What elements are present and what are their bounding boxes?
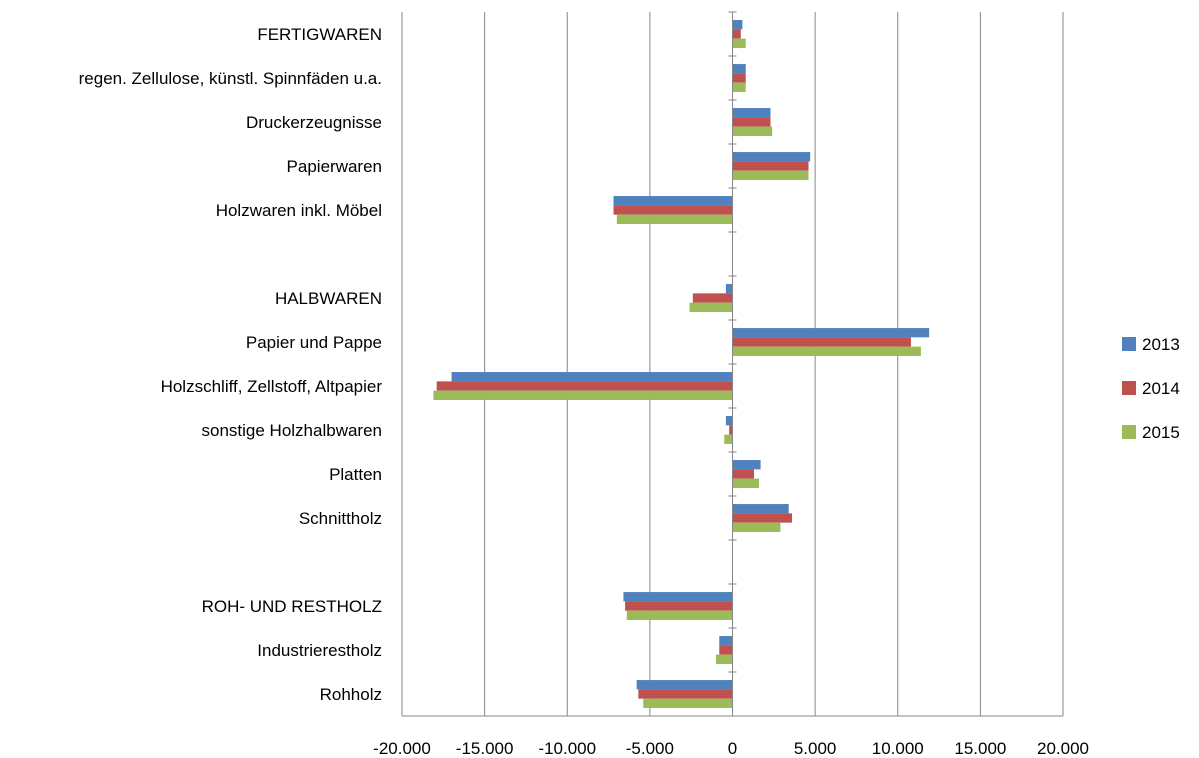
bar-2014	[732, 73, 746, 83]
category-label: Papier und Pappe	[246, 333, 382, 352]
x-tick-label: 0	[728, 739, 737, 758]
x-tick-label: 20.000	[1037, 739, 1089, 758]
bar-2015	[732, 82, 746, 92]
bar-2013	[725, 416, 733, 426]
bar-2013	[623, 592, 733, 602]
x-tick-label: -5.000	[626, 739, 674, 758]
bar-2014	[638, 689, 733, 699]
x-tick-label: 10.000	[872, 739, 924, 758]
bar-2014	[692, 293, 733, 303]
bar-2013	[732, 460, 761, 470]
x-tick-label: -15.000	[456, 739, 514, 758]
bar-2015	[732, 38, 746, 48]
category-label: ROH- UND RESTHOLZ	[202, 597, 382, 616]
bar-2014	[732, 513, 792, 523]
bar-2015	[643, 698, 733, 708]
bar-2013	[732, 328, 930, 338]
bar-2014	[436, 381, 733, 391]
bar-2013	[613, 196, 733, 206]
bar-2015	[732, 346, 921, 356]
bar-2013	[636, 680, 733, 690]
bar-2015	[732, 170, 809, 180]
category-label: Papierwaren	[287, 157, 382, 176]
bar-2013	[732, 20, 743, 30]
category-label: Industrierestholz	[257, 641, 382, 660]
bar-2014	[732, 469, 754, 479]
bar-2013	[725, 284, 733, 294]
legend[interactable]: 2013 2014 2015	[1122, 335, 1180, 442]
category-label: Platten	[329, 465, 382, 484]
legend-swatch-2013	[1122, 337, 1136, 351]
bar-2015	[732, 126, 773, 136]
category-label: Rohholz	[320, 685, 382, 704]
category-label: regen. Zellulose, künstl. Spinnfäden u.a…	[79, 69, 382, 88]
category-label: sonstige Holzhalbwaren	[202, 421, 383, 440]
bar-2015	[616, 214, 733, 224]
category-label: Druckerzeugnisse	[246, 113, 382, 132]
bar-2013	[732, 504, 789, 514]
category-label: Holzschliff, Zellstoff, Altpapier	[161, 377, 383, 396]
bar-2015	[732, 478, 759, 488]
category-label: Schnittholz	[299, 509, 382, 528]
x-tick-label: 5.000	[794, 739, 837, 758]
gridlines	[401, 12, 1064, 716]
bar-2014	[732, 337, 911, 347]
x-tick-label: 15.000	[954, 739, 1006, 758]
x-tick-label: -20.000	[373, 739, 431, 758]
legend-label-2014: 2014	[1142, 379, 1180, 398]
bar-2015	[433, 390, 733, 400]
legend-label-2013: 2013	[1142, 335, 1180, 354]
bar-2014	[719, 645, 733, 655]
bar-2014	[732, 161, 809, 171]
legend-swatch-2015	[1122, 425, 1136, 439]
category-label: HALBWAREN	[275, 289, 382, 308]
category-labels: FERTIGWAREN regen. Zellulose, künstl. Spi…	[79, 25, 383, 704]
legend-swatch-2014	[1122, 381, 1136, 395]
bar-2014	[625, 601, 733, 611]
bar-2014	[729, 425, 733, 435]
x-tick-labels: -20.000 -15.000 -10.000 -5.000 0 5.000 10.000 1…	[373, 739, 1089, 758]
category-label: Holzwaren inkl. Möbel	[216, 201, 382, 220]
bar-2013	[719, 636, 733, 646]
category-label: FERTIGWAREN	[257, 25, 382, 44]
bar-2013	[732, 64, 746, 74]
bars	[433, 20, 930, 708]
bar-2014	[732, 29, 741, 39]
bar-2013	[732, 152, 811, 162]
bar-2015	[715, 654, 733, 664]
legend-label-2015: 2015	[1142, 423, 1180, 442]
bar-2015	[626, 610, 733, 620]
bar-2014	[613, 205, 733, 215]
x-tick-label: -10.000	[538, 739, 596, 758]
bar-2015	[689, 302, 733, 312]
bar-2015	[732, 522, 781, 532]
bar-2015	[724, 434, 733, 444]
bar-2013	[732, 108, 771, 118]
bar-2013	[451, 372, 733, 382]
axes	[402, 11, 1063, 717]
bar-2014	[732, 117, 771, 127]
